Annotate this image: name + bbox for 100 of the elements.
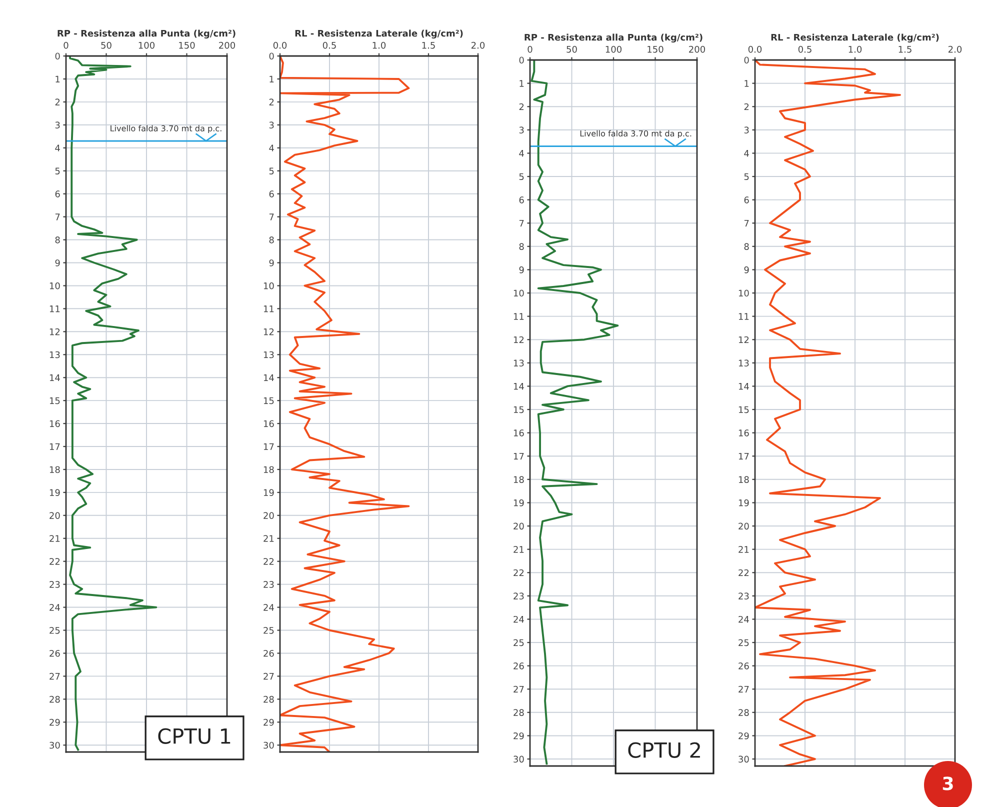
x-tick-label: 1.5 [898, 46, 912, 53]
y-tick-label: 13 [264, 351, 274, 358]
y-tick-label: 25 [264, 626, 274, 634]
y-tick-label: 23 [514, 592, 524, 600]
y-tick-label: 7 [519, 220, 524, 227]
y-tick-label: 22 [50, 558, 60, 565]
y-tick-label: 23 [264, 581, 274, 588]
y-tick-label: 21 [514, 546, 524, 553]
y-tick-label: 18 [738, 476, 749, 483]
y-tick-label: 8 [744, 243, 749, 250]
y-tick-label: 5 [744, 173, 749, 180]
y-tick-label: 3 [744, 126, 749, 134]
y-tick-label: 23 [50, 581, 60, 588]
y-tick-label: 3 [55, 122, 60, 128]
y-tick-label: 15 [514, 406, 524, 414]
y-tick-label: 4 [519, 150, 524, 157]
y-tick-label: 28 [50, 696, 60, 703]
y-tick-label: 22 [738, 569, 749, 576]
y-tick-label: 18 [50, 466, 60, 474]
y-tick-label: 27 [264, 672, 274, 680]
y-tick-label: 27 [514, 686, 524, 693]
x-tick-label: 50 [101, 42, 112, 49]
y-tick-label: 9 [519, 266, 524, 274]
y-tick-label: 0 [55, 52, 60, 60]
x-tick-label: 0.5 [322, 42, 336, 49]
y-tick-label: 12 [738, 336, 749, 344]
x-tick-label: 50 [566, 46, 577, 53]
y-tick-label: 0 [744, 56, 749, 64]
y-tick-label: 30 [514, 756, 524, 763]
y-tick-label: 22 [264, 558, 274, 565]
y-tick-label: 13 [514, 360, 524, 366]
y-tick-label: 23 [738, 592, 749, 600]
y-tick-label: 18 [264, 466, 274, 474]
y-tick-label: 14 [264, 374, 274, 382]
y-tick-label: 21 [264, 535, 274, 542]
y-tick-label: 24 [738, 616, 749, 623]
y-tick-label: 25 [514, 639, 524, 646]
y-tick-label: 7 [744, 220, 749, 227]
y-tick-label: 25 [738, 639, 749, 646]
y-tick-label: 2 [55, 98, 60, 106]
x-tick-label: 1.5 [422, 42, 435, 49]
y-tick-label: 13 [50, 351, 60, 358]
y-tick-label: 24 [264, 604, 274, 611]
y-tick-label: 1 [56, 76, 60, 82]
y-tick-label: 16 [738, 430, 749, 436]
y-tick-label: 16 [264, 420, 274, 428]
y-tick-label: 19 [264, 489, 274, 496]
y-tick-label: 11 [50, 306, 60, 312]
y-tick-label: 30 [738, 756, 749, 763]
y-tick-label: 10 [50, 282, 60, 290]
y-tick-label: 13 [738, 360, 749, 366]
chart-title: RL - Resistenza Laterale (kg/cm²) [771, 34, 939, 43]
y-tick-label: 8 [269, 236, 274, 244]
x-tick-label: 0.5 [798, 46, 812, 53]
y-tick-label: 14 [514, 383, 524, 390]
y-tick-label: 14 [738, 383, 749, 390]
text: 3 [942, 776, 953, 790]
y-tick-label: 4 [55, 144, 60, 152]
y-tick-label: 16 [50, 420, 60, 428]
x-tick-label: 100 [606, 46, 622, 53]
y-tick-label: 3 [519, 126, 524, 134]
x-tick-label: 0.0 [748, 46, 762, 53]
x-tick-label: 1.0 [848, 46, 862, 53]
y-tick-label: 15 [738, 406, 749, 414]
y-tick-label: 24 [514, 616, 524, 623]
x-tick-label: 0.0 [273, 42, 287, 49]
y-tick-label: 17 [514, 452, 524, 460]
y-tick-label: 25 [50, 626, 60, 634]
y-tick-label: 10 [738, 290, 749, 297]
y-tick-label: 9 [744, 266, 749, 274]
y-tick-label: 6 [744, 196, 749, 204]
y-tick-label: 16 [514, 430, 524, 436]
ref-line-label: Livello falda 3.70 mt da p.c. [580, 130, 692, 138]
x-tick-label: 1.0 [372, 42, 386, 49]
x-tick-label: 150 [648, 46, 664, 53]
annotation: CPTU 2 [628, 742, 700, 758]
y-tick-label: 1 [744, 80, 749, 87]
y-tick-label: 26 [738, 662, 749, 670]
y-tick-label: 20 [264, 512, 274, 519]
y-tick-label: 21 [50, 535, 60, 542]
y-tick-label: 20 [738, 522, 749, 530]
y-tick-label: 2 [744, 103, 749, 110]
y-tick-label: 5 [55, 168, 60, 174]
chart-title: RP - Resistenza alla Punta (kg/cm²) [524, 34, 702, 43]
y-tick-label: 24 [50, 604, 60, 611]
y-tick-label: 26 [514, 662, 524, 670]
y-tick-label: 29 [50, 718, 60, 726]
y-tick-label: 29 [738, 732, 749, 740]
y-tick-label: 29 [264, 718, 274, 726]
y-tick-label: 12 [514, 336, 524, 344]
y-tick-label: 26 [50, 650, 60, 657]
y-tick-label: 15 [264, 397, 274, 404]
y-tick-label: 12 [264, 328, 274, 336]
y-tick-label: 1 [270, 76, 274, 82]
y-tick-label: 0 [269, 52, 274, 60]
y-tick-label: 8 [519, 243, 524, 250]
y-tick-label: 27 [50, 672, 60, 680]
x-tick-label: 0 [528, 46, 532, 53]
x-tick-label: 200 [689, 46, 706, 53]
y-tick-label: 19 [514, 499, 524, 506]
